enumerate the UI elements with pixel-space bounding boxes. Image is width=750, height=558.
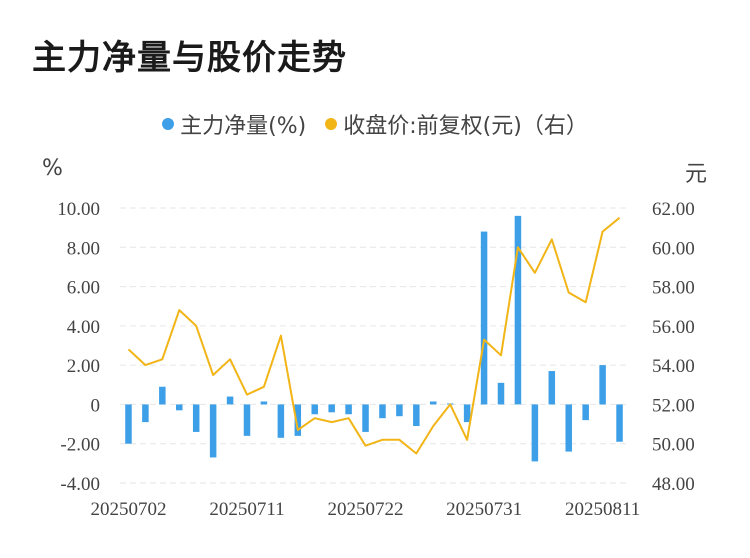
bar-net-volume (345, 404, 352, 415)
line-close-price (127, 217, 621, 455)
y-right-tick-label: 54.00 (652, 356, 695, 377)
bar-net-volume (379, 404, 386, 419)
y-left-tick-label: 4.00 (67, 317, 100, 338)
legend-dot-close-price (325, 118, 338, 130)
y-right-tick-label: 62.00 (652, 199, 695, 220)
x-tick-label: 20250731 (446, 499, 522, 520)
y-right-tick-label: 50.00 (652, 435, 695, 456)
legend-item-close-price[interactable]: 收盘价:前复权(元)（右） (325, 108, 588, 140)
y-right-tick-label: 58.00 (652, 278, 695, 299)
legend-label-close-price: 收盘价:前复权(元)（右） (343, 114, 588, 139)
bar-net-volume (463, 404, 471, 423)
bar-net-volume (328, 404, 335, 413)
right-axis-unit: 元 (685, 162, 708, 187)
legend-label-net-volume: 主力净量(%) (180, 114, 307, 139)
bar-net-volume (514, 215, 522, 405)
left-axis-unit: % (42, 156, 63, 181)
bar-net-volume (311, 404, 318, 415)
bar-net-volume (582, 404, 589, 421)
y-right-tick-label: 60.00 (652, 238, 695, 259)
x-tick-label: 20250811 (565, 499, 640, 520)
page-title: 主力净量与股价走势 (32, 38, 347, 78)
bar-net-volume (497, 382, 505, 405)
bar-net-volume (396, 404, 403, 417)
bar-net-volume (176, 404, 183, 411)
x-tick-label: 20250702 (90, 499, 166, 520)
bar-net-volume (413, 404, 420, 427)
y-right-tick-label: 48.00 (652, 474, 695, 495)
bar-net-volume (565, 404, 572, 452)
bar-net-volume (192, 404, 200, 432)
bar-net-volume (159, 386, 166, 405)
bar-net-volume (480, 231, 488, 405)
x-tick-label: 20250711 (209, 499, 284, 520)
legend-item-net-volume[interactable]: 主力净量(%) (162, 108, 306, 140)
bar-net-volume (243, 404, 251, 436)
y-left-tick-label: -4.00 (60, 474, 100, 495)
bar-net-volume (616, 404, 623, 442)
bar-net-volume (209, 404, 217, 458)
bar-net-volume (260, 401, 268, 405)
bar-net-volume (430, 401, 437, 405)
bar-net-volume (531, 404, 539, 462)
x-tick-label: 20250722 (328, 499, 404, 520)
bar-net-volume (277, 404, 285, 438)
y-left-tick-label: 10.00 (57, 199, 100, 220)
y-left-tick-label: 6.00 (67, 278, 100, 299)
legend-dot-net-volume (162, 118, 175, 130)
chart-legend: 主力净量(%) 收盘价:前复权(元)（右） (0, 108, 750, 140)
bar-net-volume (599, 365, 606, 405)
bar-net-volume (294, 404, 302, 436)
y-left-tick-label: -2.00 (60, 435, 100, 456)
y-right-tick-label: 52.00 (652, 395, 695, 416)
bar-net-volume (548, 371, 556, 405)
bar-net-volume (142, 404, 149, 423)
y-left-tick-label: 8.00 (67, 238, 100, 259)
bar-net-volume (226, 396, 234, 405)
y-right-tick-label: 56.00 (652, 317, 695, 338)
y-left-tick-label: 2.00 (67, 356, 100, 377)
bar-net-volume (125, 404, 132, 444)
y-left-tick-label: 0 (91, 395, 101, 416)
bar-net-volume (362, 404, 369, 432)
